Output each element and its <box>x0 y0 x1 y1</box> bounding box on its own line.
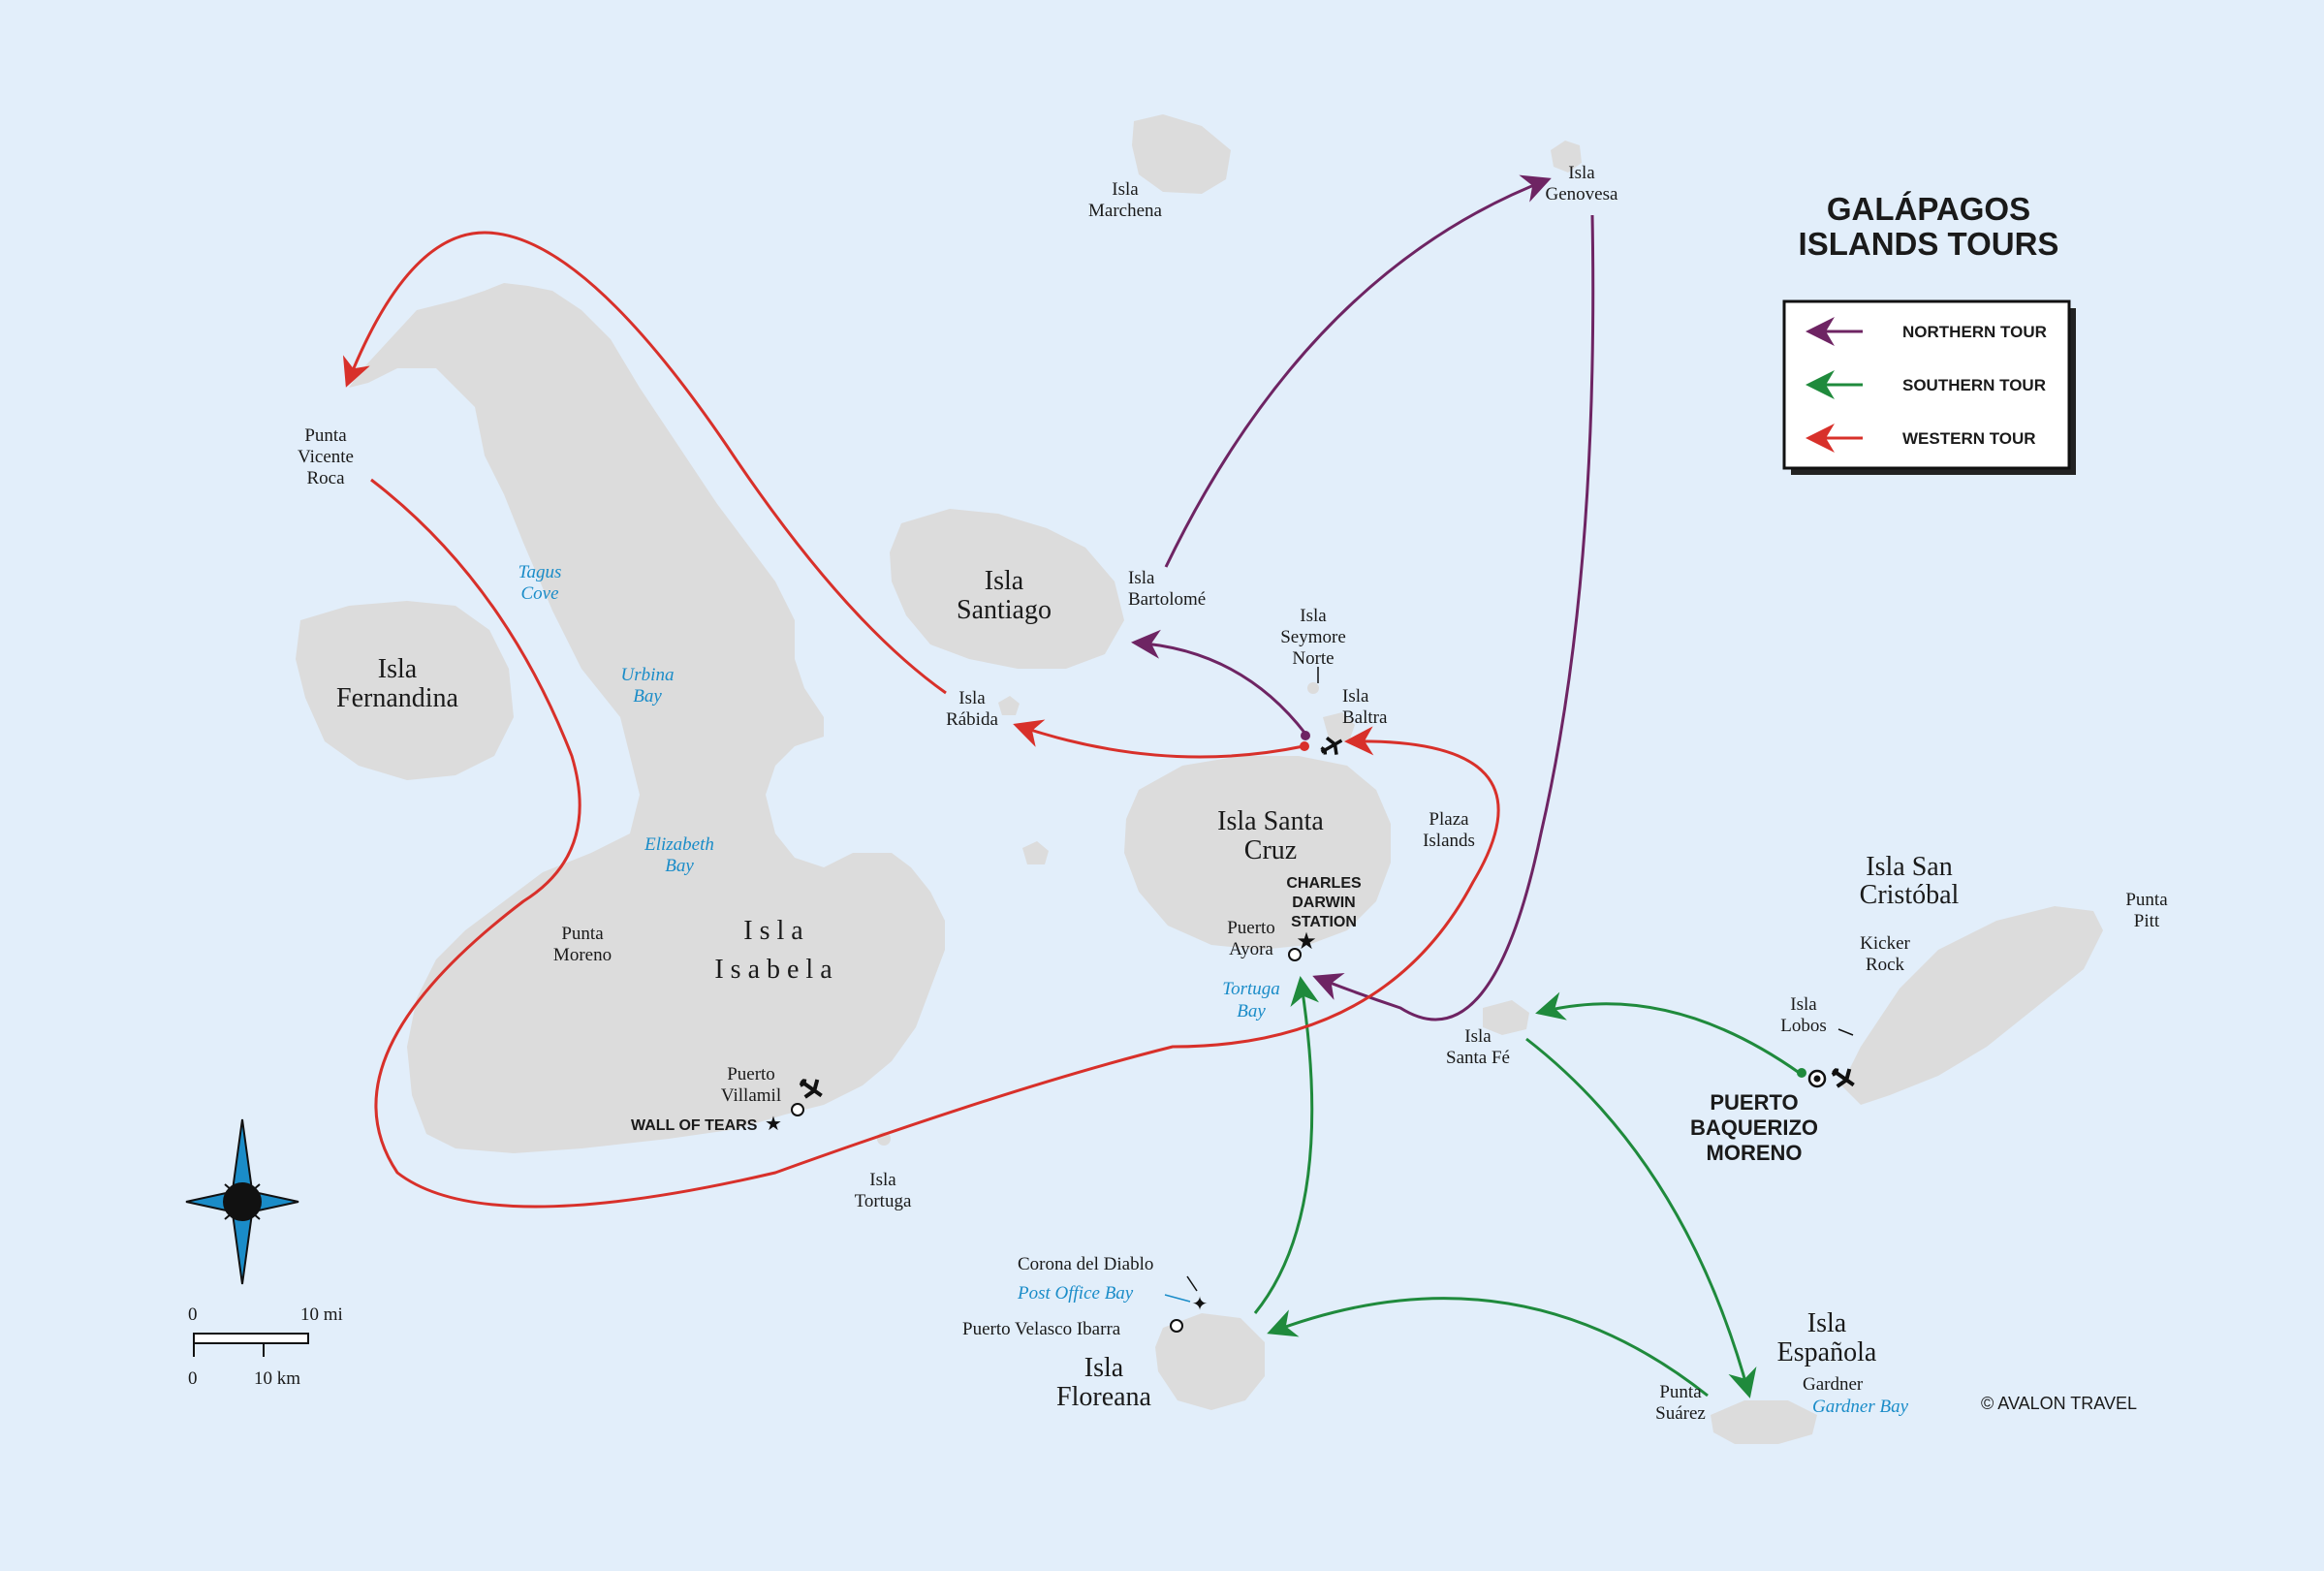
town-circle-icon <box>791 1103 804 1116</box>
label-tortuga-bay: Tortuga Bay <box>1222 979 1280 1021</box>
label-seymour: Isla Seymore Norte <box>1280 606 1346 669</box>
label-elizabeth-bay: Elizabeth Bay <box>644 834 714 876</box>
leader-line <box>1164 1294 1191 1303</box>
label-kicker-rock: Kicker Rock <box>1860 933 1910 975</box>
label-rabida: Isla Rábida <box>946 688 998 730</box>
northern-route-start-dot <box>1301 731 1310 740</box>
label-post-office-bay: Post Office Bay <box>1017 1283 1134 1304</box>
label-punta-pitt: Punta Pitt <box>2125 890 2168 931</box>
legend-label-southern: SOUTHERN TOUR <box>1902 376 2046 394</box>
isla-espanola <box>1711 1400 1817 1444</box>
label-plaza: Plaza Islands <box>1423 809 1475 851</box>
label-corona-del-diablo: Corona del Diablo <box>1018 1254 1153 1274</box>
town-circle-icon <box>1170 1319 1183 1333</box>
star-icon: ★ <box>1296 928 1317 955</box>
scale-mi-zero: 0 <box>188 1304 198 1325</box>
label-san-cristobal: Isla San Cristóbal <box>1860 852 1960 910</box>
islands-land <box>296 114 2103 1444</box>
map-title: GALÁPAGOS ISLANDS TOURS <box>1799 191 2059 262</box>
label-gardner: Gardner <box>1803 1374 1864 1395</box>
label-punta-moreno: Punta Moreno <box>553 924 612 965</box>
leader-line <box>1186 1275 1198 1292</box>
legend-item-western: WESTERN TOUR <box>1806 424 2036 453</box>
label-tortuga: Isla Tortuga <box>855 1170 912 1211</box>
legend-item-southern: SOUTHERN TOUR <box>1806 370 2046 399</box>
scale-bar: 0 10 mi 0 10 km <box>188 1304 343 1389</box>
northern-route-genovesa-santacruz <box>1312 214 1595 1021</box>
title-line-1: GALÁPAGOS <box>1827 191 2030 227</box>
label-bartolome: Isla Bartolomé <box>1128 568 1206 610</box>
label-santiago: Isla Santiago <box>957 566 1052 625</box>
label-puerto-velasco: Puerto Velasco Ibarra <box>962 1319 1121 1339</box>
northern-route-bartolome-genovesa <box>1164 174 1552 568</box>
label-lobos: Isla Lobos <box>1780 994 1827 1036</box>
star-icon: ★ <box>765 1114 782 1135</box>
legend-label-northern: NORTHERN TOUR <box>1902 323 2047 341</box>
scale-km-zero: 0 <box>188 1368 198 1389</box>
scale-km-label: 10 km <box>254 1368 300 1389</box>
route-lines <box>342 174 1806 1398</box>
western-route-start-dot <box>1300 741 1309 751</box>
isla-santa-cruz <box>1124 756 1391 950</box>
label-puerto-ayora: Puerto Ayora <box>1227 918 1275 959</box>
label-fernandina: Isla Fernandina <box>336 654 459 713</box>
label-espanola: Isla Española <box>1777 1308 1877 1367</box>
map-icons: ★ ★ ✦ <box>765 667 1855 1333</box>
label-vicente-roca: Punta Vicente Roca <box>298 425 354 488</box>
label-gardner-bay: Gardner Bay <box>1812 1397 1909 1417</box>
northern-route-baltra-bartolome <box>1131 629 1307 735</box>
western-route-vicente-loop-baltra <box>370 478 1500 1209</box>
legend: NORTHERN TOUR SOUTHERN TOUR WESTERN TOUR <box>1782 299 2076 475</box>
compass-rose-icon <box>185 1118 299 1285</box>
label-puerto-villamil: Puerto Villamil <box>721 1064 781 1106</box>
airport-icon <box>1831 1068 1855 1088</box>
isla-santa-fe <box>1483 1000 1529 1035</box>
scale-mi-bar <box>193 1333 309 1344</box>
isla-rabida <box>998 696 1020 715</box>
label-punta-suarez: Punta Suárez <box>1655 1382 1706 1424</box>
labels: Isla Marchena Isla Genovesa Isla Santiago I… <box>298 163 2168 1424</box>
label-santa-cruz: Isla Santa Cruz <box>1217 806 1324 865</box>
western-route-rabida-vicente <box>342 231 947 695</box>
leader-line <box>1837 1028 1854 1036</box>
star-icon: ✦ <box>1192 1294 1209 1315</box>
isla-marchena <box>1132 114 1231 194</box>
scale-mi-label: 10 mi <box>300 1304 343 1325</box>
label-darwin-station: CHARLES DARWIN STATION <box>1286 875 1362 930</box>
label-tagus-cove: Tagus Cove <box>518 562 562 604</box>
title-line-2: ISLANDS TOURS <box>1799 226 2059 262</box>
town-circle-icon <box>1288 948 1302 961</box>
islet <box>1307 682 1319 694</box>
southern-route-santafe-espanola <box>1525 1037 1757 1398</box>
southern-route-floreana-santacruz <box>1253 976 1320 1314</box>
airport-icon <box>1320 736 1343 755</box>
isla-genovesa <box>1551 141 1582 173</box>
isla-pinzon <box>1022 841 1049 864</box>
label-wall-of-tears: WALL OF TEARS <box>631 1117 758 1134</box>
isla-floreana <box>1155 1313 1265 1410</box>
southern-route-start-dot <box>1797 1068 1806 1078</box>
label-santa-fe: Isla Santa Fé <box>1446 1026 1510 1068</box>
isla-san-cristobal <box>1841 906 2103 1105</box>
legend-label-western: WESTERN TOUR <box>1902 429 2036 448</box>
label-puerto-baquerizo: PUERTO BAQUERIZO MORENO <box>1690 1090 1818 1165</box>
label-genovesa: Isla Genovesa <box>1546 163 1618 204</box>
town-target-icon <box>1807 1069 1827 1088</box>
label-floreana: Isla Floreana <box>1056 1353 1152 1412</box>
isla-fernandina <box>296 601 514 780</box>
southern-route-sancristobal-santafe <box>1535 991 1802 1076</box>
southern-route-espanola-floreana <box>1267 1297 1709 1398</box>
western-route-baltra-rabida <box>1013 719 1304 759</box>
airport-icon <box>799 1079 823 1099</box>
isla-isabela <box>349 283 945 1153</box>
legend-item-northern: NORTHERN TOUR <box>1806 317 2047 346</box>
label-urbina-bay: Urbina Bay <box>621 665 675 707</box>
label-marchena: Isla Marchena <box>1088 179 1163 221</box>
credit-text: © AVALON TRAVEL <box>1981 1394 2137 1413</box>
isla-santiago <box>890 509 1124 669</box>
label-baltra: Isla Baltra <box>1342 686 1388 728</box>
